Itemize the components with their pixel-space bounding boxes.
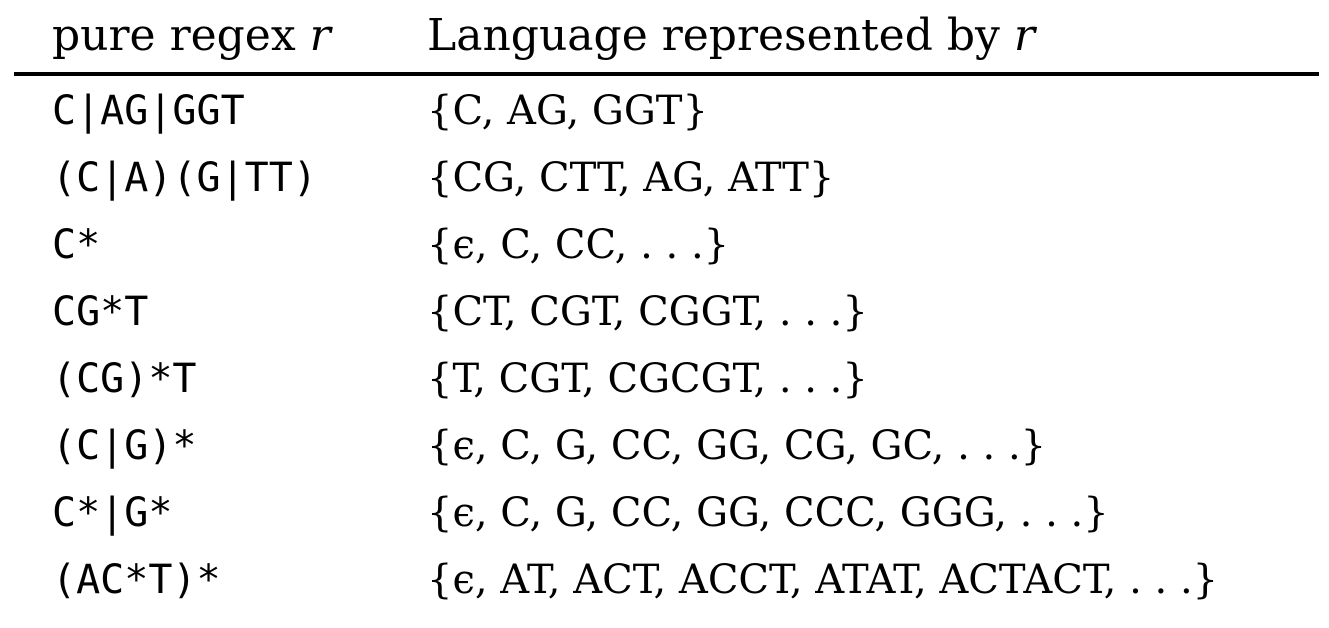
table-row: CG*T {CT, CGT, CGGT, . . .} xyxy=(0,279,1329,346)
header-language: Language represented by r xyxy=(427,8,1035,64)
language-cell: {ϵ, AT, ACT, ACCT, ATAT, ACTACT, . . .} xyxy=(427,557,1219,603)
regex-cell: C|AG|GGT xyxy=(52,88,245,134)
table-row: C|AG|GGT {C, AG, GGT} xyxy=(0,78,1329,145)
regex-cell: (CG)*T xyxy=(52,356,197,402)
table-header: pure regex r Language represented by r xyxy=(0,0,1329,72)
header-rule xyxy=(14,72,1319,76)
regex-cell: (AC*T)* xyxy=(52,557,221,603)
table-row: (C|A)(G|TT) {CG, CTT, AG, ATT} xyxy=(0,145,1329,212)
language-cell: {T, CGT, CGCGT, . . .} xyxy=(427,356,868,402)
table-row: (CG)*T {T, CGT, CGCGT, . . .} xyxy=(0,346,1329,413)
header-pure-regex-text: pure regex xyxy=(52,10,310,61)
table-row: (AC*T)* {ϵ, AT, ACT, ACCT, ATAT, ACTACT,… xyxy=(0,547,1329,614)
regex-cell: (C|G)* xyxy=(52,423,197,469)
regex-cell: C* xyxy=(52,222,101,268)
table-row: (C|G)* {ϵ, C, G, CC, GG, CG, GC, . . .} xyxy=(0,413,1329,480)
language-cell: {CT, CGT, CGGT, . . .} xyxy=(427,289,868,335)
regex-cell: CG*T xyxy=(52,289,149,335)
regex-cell: (C|A)(G|TT) xyxy=(52,155,317,201)
language-cell: {C, AG, GGT} xyxy=(427,88,708,134)
header-pure-regex: pure regex r xyxy=(52,8,331,64)
header-pure-regex-variable: r xyxy=(309,10,331,61)
header-language-text: Language represented by xyxy=(427,10,1014,61)
language-cell: {ϵ, C, G, CC, GG, CG, GC, . . .} xyxy=(427,423,1047,469)
language-cell: {ϵ, C, G, CC, GG, CCC, GGG, . . .} xyxy=(427,490,1109,536)
table-row: C* {ϵ, C, CC, . . .} xyxy=(0,212,1329,279)
language-cell: {ϵ, C, CC, . . .} xyxy=(427,222,730,268)
regex-cell: C*|G* xyxy=(52,490,173,536)
header-language-variable: r xyxy=(1013,10,1035,61)
language-cell: {CG, CTT, AG, ATT} xyxy=(427,155,835,201)
table-row: C*|G* {ϵ, C, G, CC, GG, CCC, GGG, . . .} xyxy=(0,480,1329,547)
